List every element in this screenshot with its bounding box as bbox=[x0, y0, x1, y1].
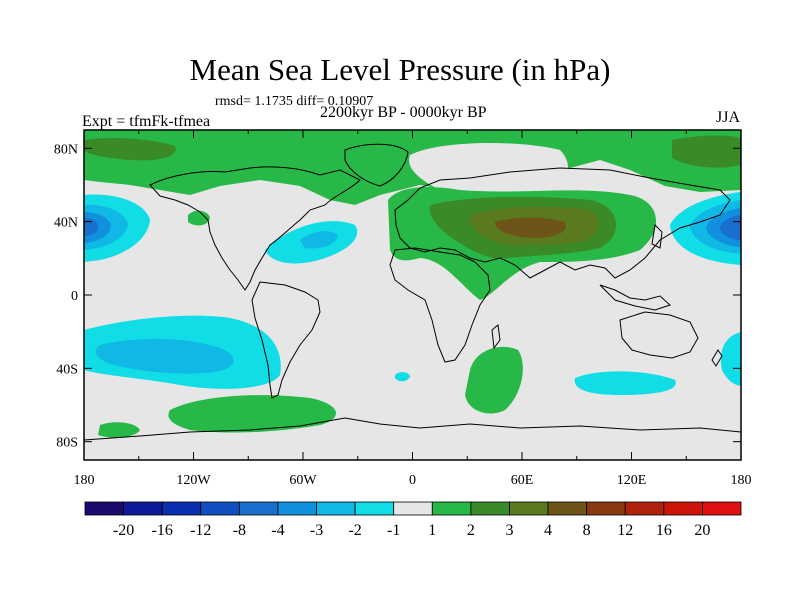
colorbar-swatch bbox=[431, 501, 472, 516]
lat-tick-label: 40S bbox=[56, 362, 78, 377]
lat-tick-label: 80N bbox=[54, 142, 78, 157]
colorbar-swatch bbox=[624, 501, 665, 516]
colorbar-swatch bbox=[354, 501, 395, 516]
colorbar-labels: -20 -16 -12 -8 -4 -3 -2 -1 1 2 3 4 8 12 16 20 bbox=[113, 522, 710, 539]
coast-africa bbox=[389, 247, 491, 363]
colorbar-swatch bbox=[393, 501, 433, 516]
north-atlantic-low-core bbox=[300, 231, 338, 249]
arctic-gap bbox=[409, 143, 569, 200]
colorbar-label: 3 bbox=[505, 522, 513, 539]
lon-tick-label: 0 bbox=[409, 473, 416, 488]
coast-south-america bbox=[251, 281, 321, 399]
colorbar-swatch bbox=[84, 501, 124, 516]
antarctic-high-edge bbox=[98, 422, 140, 438]
axis-tick-labels: 80N 40N 0 40S 80S 180 120W 60W 0 60E 120E 180 bbox=[54, 142, 752, 488]
asia-peak bbox=[495, 217, 566, 238]
lat-tick-label: 0 bbox=[71, 289, 78, 304]
coastlines bbox=[84, 143, 741, 441]
colorbar-swatch bbox=[161, 501, 202, 516]
pressure-anomaly-fields bbox=[84, 130, 741, 438]
siberia-olive bbox=[672, 135, 741, 168]
colorbar-swatch bbox=[509, 501, 549, 516]
colorbar-label: -16 bbox=[152, 522, 173, 539]
lon-tick-label: 60E bbox=[511, 473, 534, 488]
colorbar-label: -2 bbox=[348, 522, 361, 539]
colorbar-swatch bbox=[238, 501, 279, 516]
colorbar-swatch bbox=[470, 501, 510, 516]
colorbar-label: 20 bbox=[694, 522, 710, 539]
coast-southeast-asia bbox=[599, 284, 671, 311]
coast-japan bbox=[651, 223, 663, 249]
colorbar-label: -20 bbox=[113, 522, 134, 539]
colorbar-label: 8 bbox=[583, 522, 591, 539]
colorbar-label: -8 bbox=[233, 522, 246, 539]
season-label: JJA bbox=[716, 109, 741, 126]
colorbar-label: -3 bbox=[310, 522, 323, 539]
coast-new-zealand bbox=[711, 349, 723, 367]
southern-low-east-edge bbox=[720, 332, 741, 386]
colorbar-label: 2 bbox=[467, 522, 475, 539]
colorbar bbox=[84, 501, 742, 516]
axis-ticks bbox=[83, 130, 742, 460]
experiment-label: Expt = tfmFk-tfmea bbox=[82, 113, 211, 130]
colorbar-label: 1 bbox=[428, 522, 436, 539]
colorbar-label: 12 bbox=[617, 522, 633, 539]
antarctic-high-west bbox=[168, 395, 337, 433]
coast-north-america bbox=[149, 166, 361, 291]
pacific-arctic-olive bbox=[84, 138, 176, 161]
lon-tick-label: 180 bbox=[74, 473, 95, 488]
coast-europe-asia bbox=[394, 167, 731, 279]
south-indian-low bbox=[574, 371, 676, 395]
coast-madagascar bbox=[491, 324, 501, 350]
colorbar-swatch bbox=[586, 501, 626, 516]
coast-antarctica bbox=[84, 417, 741, 441]
colorbar-label: -4 bbox=[271, 522, 284, 539]
lon-tick-label: 60W bbox=[289, 473, 317, 488]
colorbar-label: -1 bbox=[387, 522, 400, 539]
lon-tick-label: 120W bbox=[176, 473, 211, 488]
colorbar-swatch bbox=[277, 501, 317, 516]
lat-tick-label: 40N bbox=[54, 216, 78, 231]
colorbar-swatch bbox=[702, 501, 742, 516]
colorbar-swatch bbox=[316, 501, 356, 516]
atlantic-green-spot bbox=[188, 210, 210, 226]
atlantic-small-low bbox=[395, 372, 410, 382]
south-atlantic-high bbox=[465, 346, 523, 414]
colorbar-label: 16 bbox=[656, 522, 672, 539]
coast-australia bbox=[619, 311, 699, 359]
stats-label: rmsd= 1.1735 diff= 0.10907 bbox=[215, 94, 374, 109]
chart-title: Mean Sea Level Pressure (in hPa) bbox=[189, 52, 611, 87]
colorbar-swatch bbox=[200, 501, 240, 516]
lat-tick-label: 80S bbox=[56, 436, 78, 451]
colorbar-swatch bbox=[663, 501, 703, 516]
colorbar-label: 4 bbox=[544, 522, 552, 539]
colorbar-swatch bbox=[123, 501, 163, 516]
colorbar-label: -12 bbox=[190, 522, 211, 539]
south-pacific-low-mid bbox=[95, 338, 234, 374]
colorbar-swatch bbox=[547, 501, 588, 516]
lon-tick-label: 180 bbox=[731, 473, 752, 488]
north-pacific-low-west-deep bbox=[84, 218, 98, 236]
lon-tick-label: 120E bbox=[617, 473, 647, 488]
coast-greenland bbox=[344, 143, 409, 187]
period-label: 2200kyr BP - 0000kyr BP bbox=[320, 104, 487, 121]
